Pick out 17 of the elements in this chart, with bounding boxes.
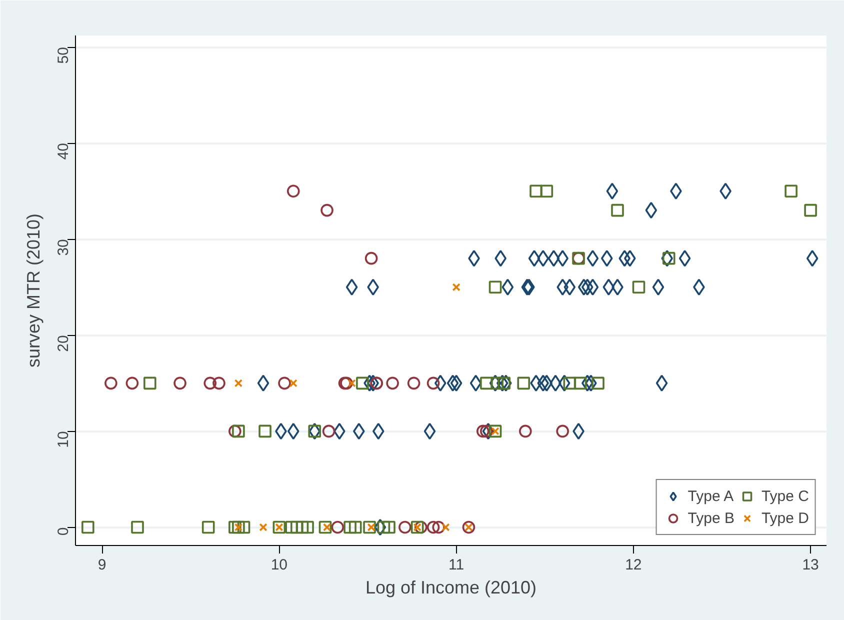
x-tick-label: 11 (448, 556, 464, 574)
legend-label: Type A (688, 488, 734, 504)
x-tick-label: 9 (98, 556, 106, 574)
x-axis-title: Log of Income (2010) (365, 578, 537, 598)
x-tick-label: 12 (625, 556, 642, 574)
y-tick-label: 20 (55, 335, 72, 352)
x-tick-label: 10 (270, 556, 288, 574)
legend-label: Type B (688, 510, 734, 526)
x-tick-label: 13 (802, 556, 819, 574)
y-tick-label: 40 (55, 143, 72, 160)
y-tick-label: 50 (55, 47, 72, 64)
legend-label: Type C (761, 488, 809, 504)
y-tick-label: 30 (55, 239, 72, 256)
y-axis-title: survey MTR (2010) (24, 213, 44, 368)
y-tick-label: 10 (55, 431, 72, 448)
y-tick-label: 0 (55, 527, 72, 536)
legend-label: Type D (761, 510, 809, 526)
